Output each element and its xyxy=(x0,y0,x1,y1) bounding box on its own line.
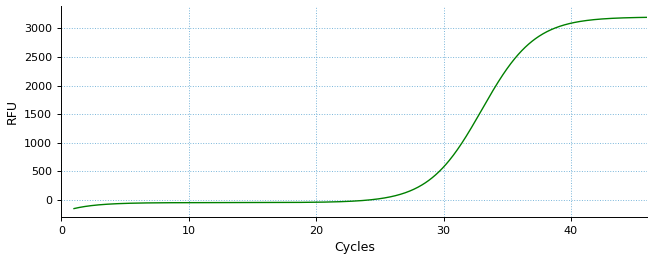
Y-axis label: RFU: RFU xyxy=(6,99,18,124)
X-axis label: Cycles: Cycles xyxy=(334,242,375,255)
